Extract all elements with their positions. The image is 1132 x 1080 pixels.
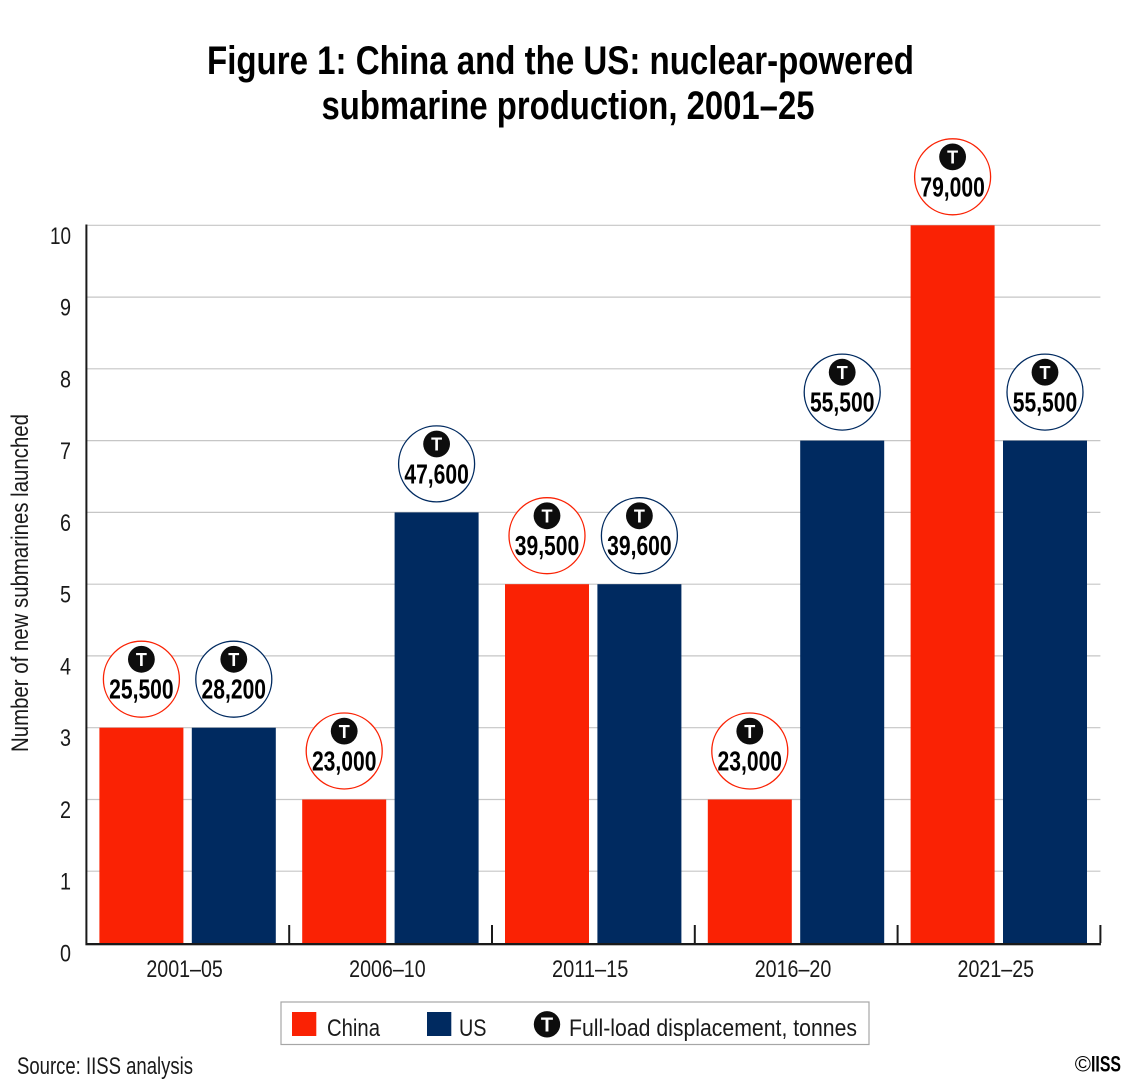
svg-text:T: T (136, 650, 147, 670)
svg-text:1: 1 (60, 869, 71, 896)
svg-text:25,500: 25,500 (109, 674, 174, 705)
svg-text:23,000: 23,000 (312, 746, 377, 777)
svg-text:3: 3 (60, 725, 71, 752)
svg-text:2011–15: 2011–15 (552, 956, 629, 983)
svg-text:US: US (459, 1015, 487, 1042)
svg-text:39,500: 39,500 (515, 530, 580, 561)
svg-text:T: T (744, 722, 755, 742)
svg-text:T: T (837, 363, 848, 383)
svg-text:2006–10: 2006–10 (349, 956, 426, 983)
svg-text:10: 10 (50, 223, 71, 250)
svg-text:2001–05: 2001–05 (146, 956, 223, 983)
svg-text:8: 8 (60, 366, 71, 393)
svg-text:©IISS: ©IISS (1075, 1052, 1121, 1077)
svg-text:4: 4 (60, 653, 71, 680)
svg-text:Full-load displacement, tonnes: Full-load displacement, tonnes (569, 1015, 857, 1042)
svg-text:79,000: 79,000 (920, 171, 985, 202)
svg-text:9: 9 (60, 295, 71, 322)
svg-text:T: T (1040, 363, 1051, 383)
svg-text:28,200: 28,200 (202, 674, 267, 705)
svg-text:5: 5 (60, 582, 71, 609)
svg-text:T: T (947, 148, 958, 168)
svg-text:T: T (634, 507, 645, 527)
svg-text:Number of new submarines launc: Number of new submarines launched (7, 414, 34, 752)
svg-text:23,000: 23,000 (718, 746, 783, 777)
svg-text:2016–20: 2016–20 (755, 956, 832, 983)
svg-text:2021–25: 2021–25 (958, 956, 1035, 983)
svg-text:6: 6 (60, 510, 71, 537)
svg-text:Figure 1: China and the US: nu: Figure 1: China and the US: nuclear-powe… (207, 39, 914, 83)
svg-text:T: T (541, 1015, 553, 1037)
svg-text:Source: IISS analysis: Source: IISS analysis (17, 1053, 193, 1080)
svg-text:39,600: 39,600 (607, 530, 672, 561)
svg-text:55,500: 55,500 (810, 387, 875, 418)
svg-text:submarine production, 2001–25: submarine production, 2001–25 (322, 84, 815, 128)
svg-text:2: 2 (60, 797, 71, 824)
svg-text:T: T (339, 722, 350, 742)
svg-text:7: 7 (60, 438, 71, 465)
svg-text:0: 0 (60, 941, 71, 968)
svg-text:T: T (228, 650, 239, 670)
svg-text:55,500: 55,500 (1013, 387, 1078, 418)
svg-text:China: China (327, 1015, 380, 1042)
svg-text:T: T (542, 507, 553, 527)
svg-text:T: T (431, 435, 442, 455)
svg-text:47,600: 47,600 (404, 458, 469, 489)
